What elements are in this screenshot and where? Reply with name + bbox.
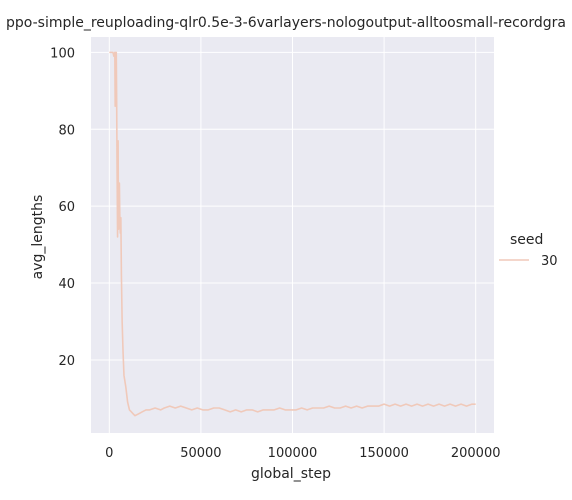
y-tick-label: 100 <box>50 46 75 61</box>
y-tick-label: 40 <box>58 277 75 292</box>
x-axis-label: global_step <box>251 466 331 482</box>
series-layer <box>109 51 476 417</box>
x-tick-label: 150000 <box>359 446 409 461</box>
y-tick-label: 60 <box>58 200 75 215</box>
y-axis-label: avg_lengths <box>30 195 46 280</box>
y-tick-label: 20 <box>58 354 75 369</box>
y-ticks: 20 40 60 80 100 <box>50 46 75 369</box>
legend-label: 30 <box>541 254 558 269</box>
legend-title: seed <box>510 232 543 248</box>
x-tick-label: 50000 <box>180 446 221 461</box>
chart-title: ppo-simple_reuploading-qlr0.5e-3-6varlay… <box>6 15 566 31</box>
series-line-30 <box>109 51 476 417</box>
x-tick-label: 100000 <box>268 446 318 461</box>
legend: seed 30 <box>499 232 558 269</box>
y-tick-label: 80 <box>58 123 75 138</box>
x-tick-label: 0 <box>105 446 113 461</box>
grid <box>91 37 494 433</box>
x-tick-label: 200000 <box>451 446 501 461</box>
x-ticks: 0 50000 100000 150000 200000 <box>105 446 500 461</box>
